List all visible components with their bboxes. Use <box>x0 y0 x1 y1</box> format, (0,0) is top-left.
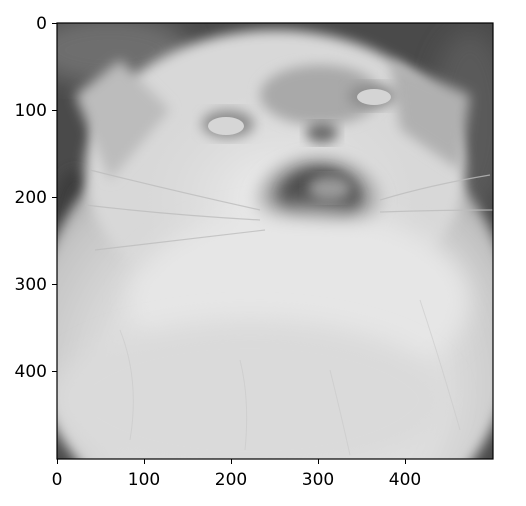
y-tick-label: 400 <box>15 362 47 382</box>
x-tick-label: 400 <box>389 470 421 490</box>
x-tick-label: 300 <box>302 470 334 490</box>
x-axis: 0 100 200 300 400 <box>52 459 421 490</box>
cat-photo <box>57 23 493 459</box>
x-tick-label: 0 <box>52 470 63 490</box>
y-tick-label: 200 <box>15 188 47 208</box>
axes-frame <box>56 22 494 460</box>
y-tick-label: 300 <box>15 275 47 295</box>
y-tick-label: 0 <box>36 14 47 34</box>
y-axis: 0 100 200 300 400 <box>15 14 57 382</box>
x-tick-label: 100 <box>128 470 160 490</box>
y-tick-label: 100 <box>15 101 47 121</box>
x-tick-label: 200 <box>215 470 247 490</box>
